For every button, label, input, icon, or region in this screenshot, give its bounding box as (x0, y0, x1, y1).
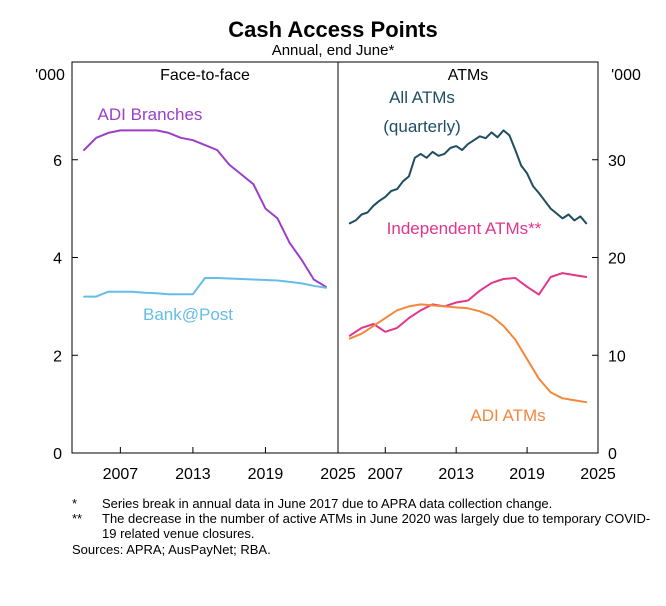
y-unit-left: '000 (35, 67, 65, 84)
footnote-2-marker: ** (72, 511, 83, 526)
y-unit-right: '000 (611, 67, 641, 84)
series-line-adi-branches (83, 129, 327, 288)
series-line-all-atms-quarterly (348, 129, 588, 225)
footnote-2: ** The decrease in the number of active … (72, 511, 652, 541)
y-tick-label-left: 6 (53, 153, 62, 170)
footnote-1-marker: * (72, 496, 78, 511)
chart-subtitle: Annual, end June* (272, 42, 395, 59)
y-tick-label-right: 30 (608, 153, 626, 170)
series-line-independent-atms (348, 272, 588, 337)
series-line-bank-post (83, 277, 327, 298)
footnote-1-text: Series break in annual data in June 2017… (102, 496, 553, 511)
chart-title: Cash Access Points (228, 17, 438, 42)
footnote-1: * Series break in annual data in June 20… (72, 496, 652, 511)
panel-frame-2 (337, 61, 599, 454)
y-tick-label-right: 10 (608, 348, 626, 365)
x-tick-label: 2007 (103, 466, 139, 483)
series-label: Independent ATMs** (387, 219, 542, 238)
x-tick-label: 2013 (175, 466, 211, 483)
y-tick-label-right: 0 (608, 446, 617, 463)
x-tick-label: 2007 (367, 466, 403, 483)
series-label: (quarterly) (383, 117, 460, 136)
series-label: All ATMs (389, 88, 455, 107)
x-tick-label: 2025 (580, 466, 616, 483)
plot-area: Face-to-face '000 0 2 4 6 2007 2013 2019 2025 ADI … (35, 61, 641, 483)
x-tick-label: 2019 (509, 466, 545, 483)
footnotes: * Series break in annual data in June 20… (72, 496, 652, 557)
series-label: ADI Branches (98, 105, 203, 124)
y-tick-label-left: 2 (53, 348, 62, 365)
sources: Sources: APRA; AusPayNet; RBA. (72, 542, 271, 557)
footnote-2-text: The decrease in the number of active ATM… (102, 511, 651, 541)
series-label: Bank@Post (143, 305, 233, 324)
y-tick-label-right: 20 (608, 251, 626, 268)
x-tick-label: 2013 (438, 466, 474, 483)
panel-title-2: ATMs (448, 67, 489, 84)
x-tick-label: 2025 (320, 466, 356, 483)
y-tick-label-left: 4 (53, 251, 62, 268)
x-tick-label: 2019 (248, 466, 284, 483)
panel-title-1: Face-to-face (160, 67, 250, 84)
series-line-adi-atms (348, 303, 588, 404)
y-tick-label-left: 0 (53, 446, 62, 463)
series-label: ADI ATMs (470, 406, 545, 425)
